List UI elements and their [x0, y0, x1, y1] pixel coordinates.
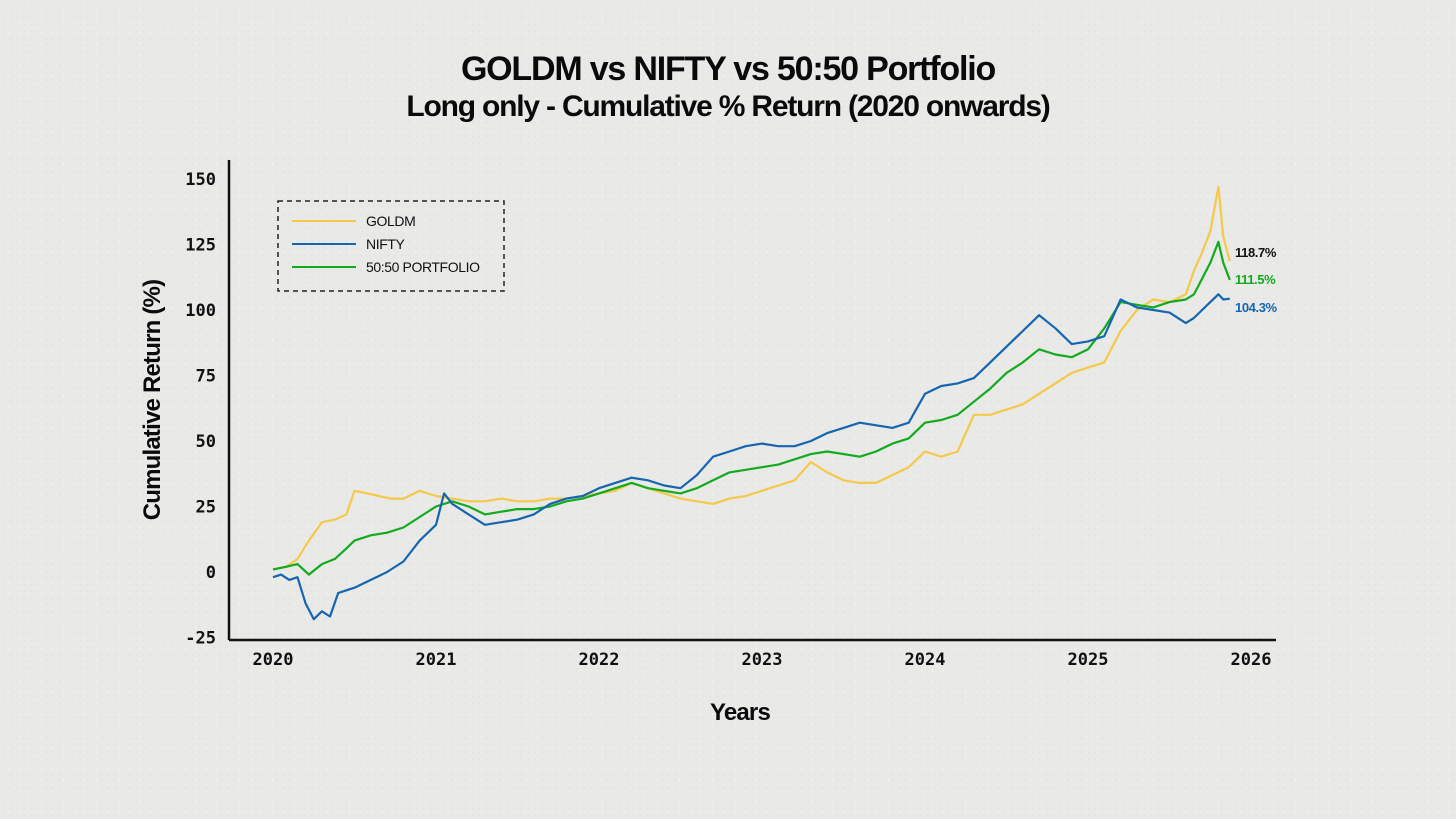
y-tick-label: 50 [196, 432, 216, 452]
y-tick-label: -25 [185, 629, 216, 649]
series-line-portfolio [272, 240, 1231, 576]
series-line-goldm [272, 185, 1231, 571]
legend: GOLDM NIFTY 50:50 PORTFOLIO [277, 200, 505, 292]
x-tick-label: 2021 [416, 650, 457, 670]
chart-subtitle: Long only - Cumulative % Return (2020 on… [406, 90, 1050, 123]
x-tick-label: 2023 [742, 650, 783, 670]
x-tick-label: 2024 [905, 650, 946, 670]
x-tick-label: 2022 [579, 650, 620, 670]
end-label-goldm: 118.7% [1235, 245, 1277, 260]
y-tick-label: 150 [185, 170, 216, 190]
x-tick-label: 2026 [1231, 650, 1272, 670]
x-tick-label: 2025 [1068, 650, 1109, 670]
legend-frame [277, 200, 505, 292]
legend-label-nifty: NIFTY [366, 236, 406, 252]
end-label-portfolio: 111.5% [1235, 272, 1276, 287]
y-tick-label: 75 [196, 367, 216, 387]
y-tick-label: 0 [206, 563, 216, 583]
x-axis-label: Years [710, 699, 771, 726]
y-axis-label: Cumulative Return (%) [139, 280, 166, 521]
end-label-nifty: 104.3% [1235, 300, 1278, 315]
series-line-nifty [272, 293, 1230, 621]
y-tick-label: 25 [196, 498, 216, 518]
y-tick-label: 125 [185, 236, 216, 256]
legend-label-portfolio: 50:50 PORTFOLIO [366, 259, 480, 275]
y-tick-label: 100 [185, 301, 216, 321]
x-tick-label: 2020 [253, 650, 294, 670]
chart-title: GOLDM vs NIFTY vs 50:50 Portfolio [460, 50, 996, 88]
legend-label-goldm: GOLDM [366, 213, 415, 229]
